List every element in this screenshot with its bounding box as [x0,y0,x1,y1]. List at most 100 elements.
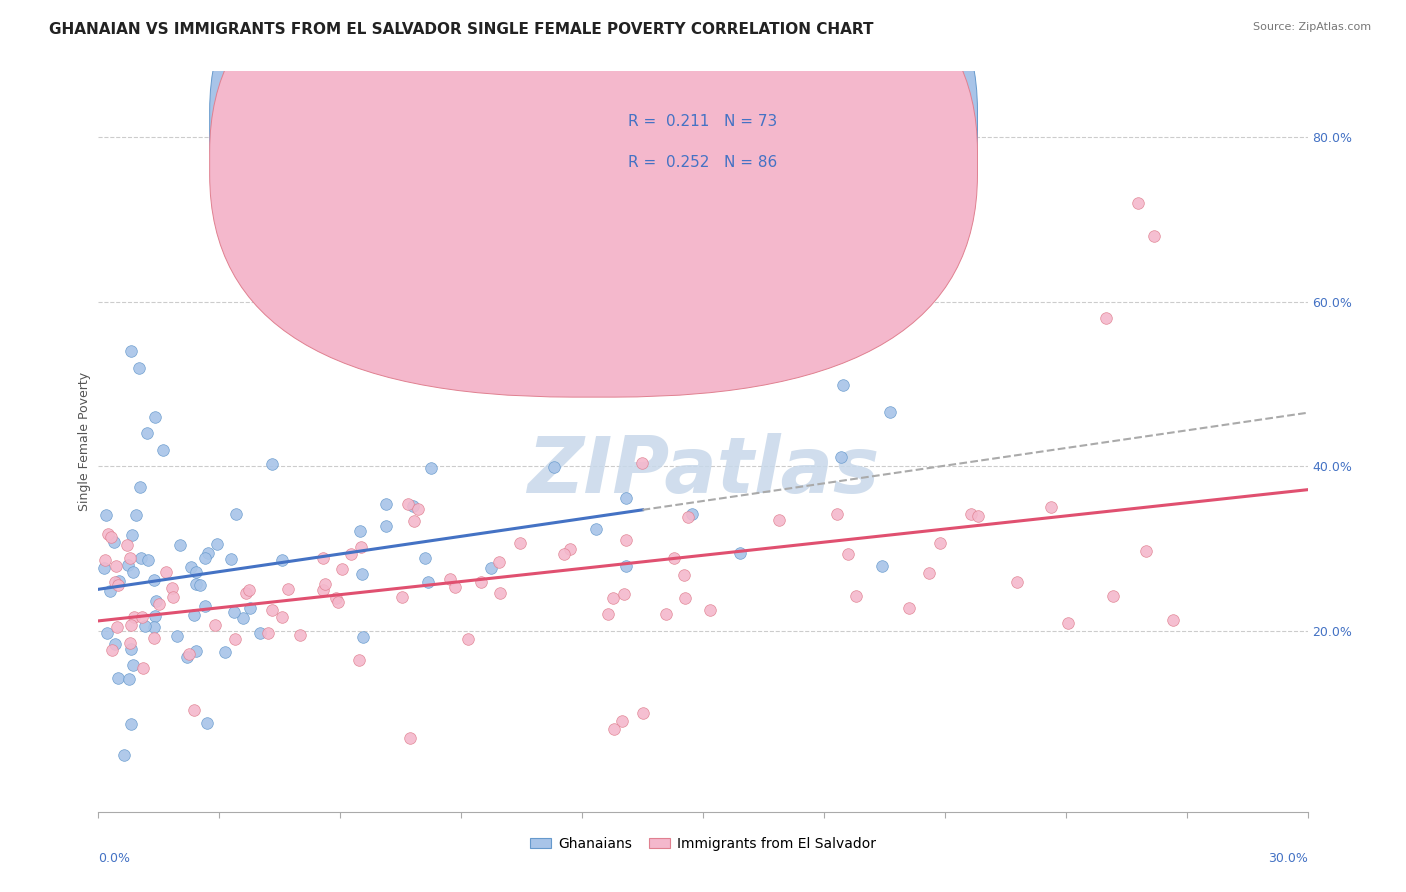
Point [142,574,165,588]
Point [631,706,654,720]
Point [768,512,790,526]
Point [129,480,152,494]
Point [204,617,226,632]
Point [655,607,678,621]
Point [120,551,142,566]
Point [830,450,852,464]
Point [125,508,148,523]
Point [349,524,371,538]
Point [457,632,479,646]
Point [235,586,257,600]
Point [929,535,952,549]
Point [104,637,127,651]
Point [120,344,142,359]
Point [190,577,212,591]
Point [488,555,510,569]
Point [603,723,626,737]
Point [103,535,125,549]
Point [614,491,637,505]
Point [399,731,422,745]
Text: 30.0%: 30.0% [1268,853,1308,865]
Point [872,558,894,573]
Point [1039,500,1062,515]
Point [1143,228,1166,243]
Point [115,538,138,552]
Point [1057,616,1080,631]
Point [94,552,117,566]
Point [966,509,988,524]
Point [673,591,696,605]
Point [105,620,128,634]
Point [177,647,200,661]
Point [214,646,236,660]
Point [312,582,335,597]
Point [439,572,461,586]
Legend: Ghanaians, Immigrants from El Salvador: Ghanaians, Immigrants from El Salvador [524,831,882,856]
Point [142,631,165,645]
Point [585,522,607,536]
Point [681,507,703,521]
Point [135,426,157,441]
Point [613,587,636,601]
Point [1005,575,1028,590]
Point [290,628,312,642]
Point [120,617,142,632]
Point [107,578,129,592]
Point [112,748,135,763]
Point [352,630,374,644]
Point [340,547,363,561]
Point [326,595,349,609]
Point [662,551,685,566]
Point [232,611,254,625]
Point [186,644,208,658]
Point [330,561,353,575]
Point [314,577,336,591]
Point [1095,311,1118,326]
Point [107,671,129,685]
Point [96,625,118,640]
Point [184,577,207,591]
Point [271,553,294,567]
Point [602,591,624,605]
Point [134,619,156,633]
Point [176,650,198,665]
Point [194,551,217,566]
Point [222,605,245,619]
Point [166,629,188,643]
Point [128,360,150,375]
Point [553,547,575,561]
Point [193,599,215,614]
Point [443,580,465,594]
Point [845,589,868,603]
Point [121,658,143,673]
Point [249,625,271,640]
Point [1128,196,1150,211]
Point [614,558,637,573]
Point [152,442,174,457]
Point [1102,589,1125,603]
Point [1135,543,1157,558]
Point [699,603,721,617]
Point [558,541,581,556]
Point [837,547,859,561]
Point [311,550,333,565]
Point [100,530,122,544]
Text: R =  0.211   N = 73: R = 0.211 N = 73 [628,114,778,129]
Point [402,499,425,513]
Point [183,607,205,622]
Point [396,497,419,511]
Point [104,574,127,589]
Point [100,643,122,657]
Point [124,610,146,624]
Point [879,405,901,419]
Point [375,497,398,511]
Point [143,609,166,624]
Point [630,456,652,470]
Point [205,537,228,551]
Point [136,553,159,567]
Point [489,586,512,600]
Point [479,561,502,575]
Point [262,457,284,471]
Point [898,601,921,615]
Text: R =  0.252   N = 86: R = 0.252 N = 86 [628,155,778,169]
